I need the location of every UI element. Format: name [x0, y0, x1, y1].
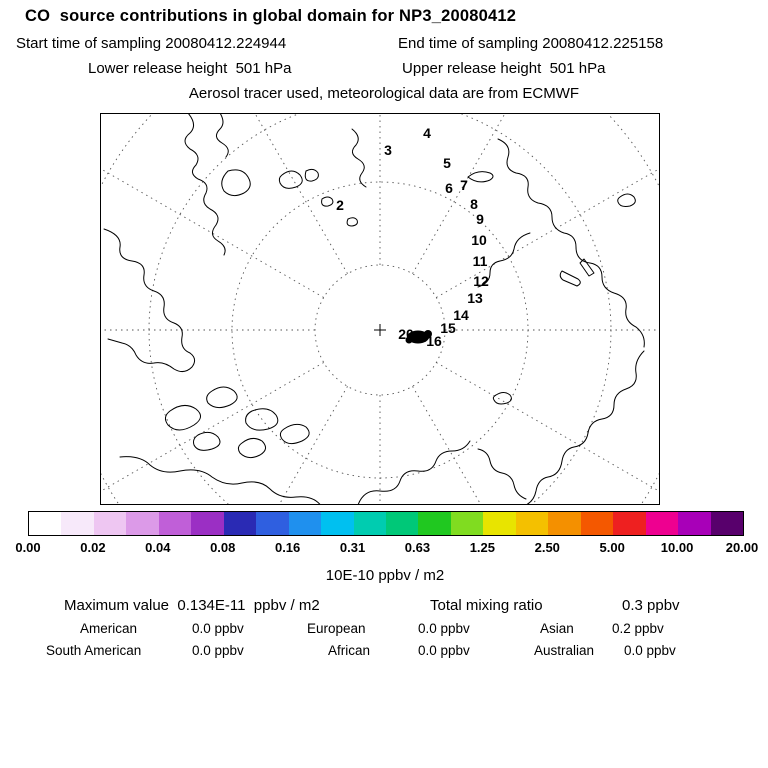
- colorbar-tick: 1.25: [469, 540, 496, 555]
- trajectory-hour-label: 15: [440, 320, 456, 336]
- colorbar-segment: [613, 512, 646, 535]
- colorbar-segment: [256, 512, 289, 535]
- colorbar-tick: 0.63: [404, 540, 431, 555]
- region-australian-label: Australian: [534, 643, 595, 658]
- trajectory-hour-label: 16: [426, 333, 442, 349]
- region-asian-value: 0.2 ppbv: [612, 621, 664, 636]
- region-african-label: African: [328, 643, 371, 658]
- trajectory-hour-label: 4: [423, 125, 431, 141]
- trajectory-hour-label: 2: [336, 197, 344, 213]
- lower-release-text: Lower release height 501 hPa: [88, 60, 292, 77]
- colorbar-segment: [678, 512, 711, 535]
- colorbar-segment: [450, 512, 484, 535]
- graticule: [101, 114, 659, 504]
- colorbar-segment: [515, 512, 549, 535]
- colorbar-tick: 2.50: [534, 540, 560, 555]
- colorbar-segment: [580, 512, 614, 535]
- trajectory-hour-label: 20: [398, 326, 414, 342]
- trajectory-hour-label: 5: [443, 155, 451, 171]
- coastlines: [103, 114, 645, 504]
- region-south-american-label: South American: [46, 643, 142, 658]
- trajectory-hour-label: 3: [384, 142, 392, 158]
- region-asian-label: Asian: [540, 621, 574, 636]
- trajectory-hour-label: 8: [470, 196, 478, 212]
- colorbar-tick: 0.08: [210, 540, 236, 555]
- colorbar-segment: [418, 512, 451, 535]
- colorbar-segment: [321, 512, 354, 535]
- colorbar-tick: 0.16: [274, 540, 301, 555]
- colorbar-segment: [223, 512, 257, 535]
- colorbar-segment: [191, 512, 224, 535]
- trajectory-hour-label: 13: [467, 290, 483, 306]
- page-title: CO source contributions in global domain…: [25, 7, 517, 25]
- region-australian-value: 0.0 ppbv: [624, 643, 676, 658]
- colorbar-segment: [158, 512, 192, 535]
- colorbar-segment: [548, 512, 581, 535]
- colorbar-tick-labels: 0.00 0.02 0.04 0.08 0.16 0.31 0.63 1.25 2.50 5.00…: [15, 540, 758, 556]
- trajectory-hour-label: 11: [473, 253, 488, 269]
- colorbar-segment: [483, 512, 516, 535]
- colorbar-segment: [93, 512, 127, 535]
- trajectory-hour-label: 12: [473, 273, 489, 289]
- map-frame: [100, 113, 660, 505]
- colorbar-tick: 20.00: [725, 540, 759, 555]
- colorbar-segment: [385, 512, 419, 535]
- colorbar-tick: 0.31: [339, 540, 366, 555]
- region-american-value: 0.0 ppbv: [192, 621, 244, 636]
- region-european-value: 0.0 ppbv: [418, 621, 470, 636]
- colorbar: [28, 511, 744, 536]
- region-african-value: 0.0 ppbv: [418, 643, 470, 658]
- colorbar-segment: [29, 512, 62, 535]
- trajectory-hour-label: 6: [445, 180, 453, 196]
- sampling-start-text: Start time of sampling 20080412.224944: [16, 35, 287, 52]
- colorbar-tick: 0.02: [80, 540, 106, 555]
- colorbar-segment: [645, 512, 679, 535]
- sampling-end-text: End time of sampling 20080412.225158: [398, 35, 664, 52]
- maximum-value-text: Maximum value 0.134E-11 ppbv / m2: [64, 597, 320, 614]
- colorbar-tick: 10.00: [660, 540, 694, 555]
- total-mixing-ratio-label: Total mixing ratio: [430, 597, 543, 614]
- trajectory-hour-label: 10: [471, 232, 487, 248]
- colorbar-tick: 0.00: [15, 540, 41, 555]
- colorbar-tick: 0.04: [145, 540, 171, 555]
- release-point-blob: [405, 330, 432, 344]
- upper-release-text: Upper release height 501 hPa: [402, 60, 606, 77]
- colorbar-segment: [353, 512, 386, 535]
- trajectory-hour-label: 9: [476, 211, 484, 227]
- polar-map: 2 3 4 5 6 7 8 9 10 11 12 13 14 15 16 20: [100, 113, 660, 505]
- region-european-label: European: [307, 621, 366, 636]
- total-mixing-ratio-value: 0.3 ppbv: [622, 597, 680, 614]
- trajectory-hour-label: 7: [460, 177, 468, 193]
- colorbar-segment: [710, 512, 743, 535]
- colorbar-segment: [61, 512, 94, 535]
- colorbar-tick: 5.00: [599, 540, 625, 555]
- tracer-note-text: Aerosol tracer used, meteorological data…: [188, 85, 580, 102]
- trajectory-hour-label: 14: [453, 307, 469, 323]
- colorbar-units-label: 10E-10 ppbv / m2: [325, 567, 445, 584]
- colorbar-segment: [288, 512, 322, 535]
- colorbar-segment: [126, 512, 159, 535]
- region-american-label: American: [80, 621, 138, 636]
- region-south-american-value: 0.0 ppbv: [192, 643, 244, 658]
